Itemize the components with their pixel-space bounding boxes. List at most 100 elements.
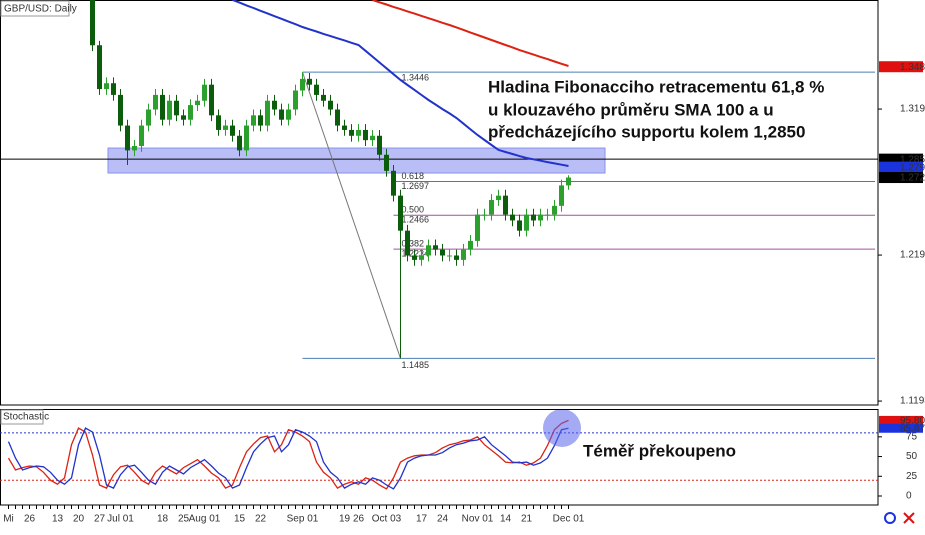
candle-body xyxy=(104,83,109,90)
candle-body xyxy=(153,94,158,110)
x-tick-label: Sep 01 xyxy=(287,514,319,525)
candle-body xyxy=(363,129,368,141)
x-tick-label: Oct 03 xyxy=(372,514,402,525)
fib-label: 1.1485 xyxy=(402,360,430,370)
candle-body xyxy=(216,115,221,130)
fib-ratio-label: 0.618 xyxy=(402,171,425,181)
price-badge-label: 1.2795 xyxy=(900,162,925,173)
link-icon[interactable] xyxy=(884,512,896,524)
moving-average xyxy=(232,0,569,167)
annotation: Hladina Fibonacciho retracementu 61,8 % xyxy=(488,77,824,96)
candle-body xyxy=(314,84,319,95)
price-badge xyxy=(879,161,923,173)
close-icon[interactable] xyxy=(903,512,915,524)
candle-body xyxy=(559,185,564,206)
candle-body xyxy=(251,115,256,126)
candle-body xyxy=(342,125,347,130)
candle-body xyxy=(167,100,172,120)
stochastic-title-box xyxy=(0,409,44,425)
price-badge-label: 1.2850 xyxy=(900,154,925,165)
y-tick-label: 1.1193 xyxy=(900,396,925,407)
candle-body xyxy=(195,100,200,106)
candle-body xyxy=(321,94,326,101)
candle-body xyxy=(160,94,165,120)
fib-price-label: 1.2466 xyxy=(402,215,430,225)
y-tick-label: 1.2193 xyxy=(900,250,925,261)
value-badge xyxy=(879,415,923,425)
x-tick-label: Mi xyxy=(3,514,14,525)
candle-body xyxy=(132,145,137,151)
candle-body xyxy=(244,125,249,151)
main-pane-border xyxy=(0,0,879,406)
chart-title: GBP/USD: Daily xyxy=(4,4,77,15)
stochastic-pane xyxy=(0,410,878,490)
value-badge-label: 85.87 xyxy=(900,423,925,434)
candle-body xyxy=(202,84,207,101)
y-tick-label: 1.3193 xyxy=(900,104,925,115)
x-tick-label: 21 xyxy=(521,514,533,525)
candle-body xyxy=(454,255,459,260)
fib-label: 1.3446 xyxy=(402,72,430,82)
candle-body xyxy=(524,214,529,231)
fib-price-label: 1.2234 xyxy=(402,248,430,258)
candle-body xyxy=(510,214,515,221)
x-tick-label: 17 xyxy=(416,514,428,525)
candle-body xyxy=(279,109,284,120)
candle-body xyxy=(307,78,312,85)
candle-body xyxy=(440,249,445,256)
x-tick-label: 26 xyxy=(353,514,365,525)
candle-body xyxy=(300,78,305,91)
candle-body xyxy=(538,214,543,221)
candle-body xyxy=(230,125,235,136)
candle-body xyxy=(272,100,277,110)
candle-body xyxy=(426,245,431,256)
x-tick-label: 20 xyxy=(73,514,85,525)
candle-body xyxy=(209,84,214,116)
candle-body xyxy=(391,170,396,196)
price-badge-label: 1.3483 xyxy=(900,62,925,73)
price-badge-label: 1.2724 xyxy=(900,173,925,184)
candle-body xyxy=(496,195,501,201)
candle-body xyxy=(237,135,242,151)
fib-trend-line xyxy=(302,71,401,359)
value-badge xyxy=(879,423,923,433)
x-tick-label: 26 xyxy=(24,514,36,525)
price-badge xyxy=(879,61,923,73)
x-tick-label: Nov 01 xyxy=(462,514,494,525)
candle-body xyxy=(398,195,403,231)
y-tick-label: 25 xyxy=(906,471,918,482)
annotation: u klouzavého průměru SMA 100 a u xyxy=(488,100,774,119)
candle-body xyxy=(328,100,333,110)
candle-body xyxy=(139,125,144,146)
x-tick-label: 24 xyxy=(437,514,449,525)
fib-ratio-label: 0.382 xyxy=(402,238,425,248)
x-tick-label: 15 xyxy=(234,514,246,525)
x-tick-label: Aug 01 xyxy=(189,514,221,525)
candle-body xyxy=(489,200,494,215)
candle-body xyxy=(293,90,298,110)
candle-body xyxy=(188,105,193,120)
candle-body xyxy=(447,255,452,257)
candle-body xyxy=(265,100,270,126)
candle-body xyxy=(356,129,361,136)
candle-body xyxy=(111,83,116,95)
candle-body xyxy=(405,230,410,256)
candle-body xyxy=(412,255,417,260)
support-zone xyxy=(107,147,606,174)
candle-body xyxy=(482,214,487,216)
x-tick-label: Dec 01 xyxy=(553,514,585,525)
candle-body xyxy=(552,205,557,215)
x-tick-label: 13 xyxy=(52,514,64,525)
stochastic-pane-border xyxy=(0,409,879,506)
candle-body xyxy=(258,115,263,126)
candle-body xyxy=(335,109,340,126)
moving-average xyxy=(372,0,569,67)
candle-body xyxy=(181,115,186,120)
price-badge xyxy=(879,153,923,165)
candle-body xyxy=(97,45,102,90)
value-badge-label: 95.80 xyxy=(900,416,925,427)
candle-body xyxy=(125,125,130,151)
candle-body xyxy=(146,109,151,126)
candle-body xyxy=(475,214,480,241)
